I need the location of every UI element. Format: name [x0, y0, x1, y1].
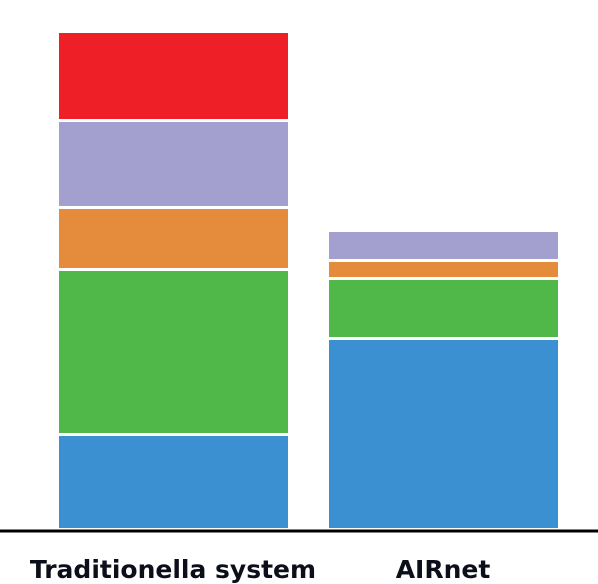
- bar-segment-airnet-2: [329, 280, 558, 337]
- category-label-airnet: AIRnet: [396, 555, 491, 584]
- bar-segment-traditionella-system-1: [59, 436, 288, 528]
- bar-segment-airnet-1: [329, 340, 558, 528]
- bar-segment-airnet-4: [329, 232, 558, 259]
- bar-segment-traditionella-system-3: [59, 209, 288, 268]
- category-label-traditionella-system: Traditionella system: [30, 555, 316, 584]
- bar-segment-traditionella-system-5: [59, 33, 288, 119]
- category-labels: Traditionella system AIRnet: [30, 555, 490, 584]
- bar-segment-airnet-3: [329, 262, 558, 277]
- bar-segment-traditionella-system-4: [59, 122, 288, 206]
- bar-segments: [59, 33, 558, 528]
- bar-segment-traditionella-system-2: [59, 271, 288, 433]
